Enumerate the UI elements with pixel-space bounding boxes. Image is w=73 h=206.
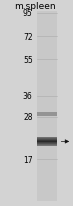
Text: 95: 95 [23,9,33,18]
FancyBboxPatch shape [37,137,57,138]
FancyBboxPatch shape [37,144,57,145]
Text: 17: 17 [23,155,33,164]
Text: 28: 28 [23,113,33,122]
FancyBboxPatch shape [37,145,57,146]
FancyBboxPatch shape [37,138,57,139]
Text: 55: 55 [23,56,33,65]
FancyBboxPatch shape [37,143,57,144]
FancyBboxPatch shape [37,139,57,140]
FancyBboxPatch shape [37,140,57,141]
Text: 72: 72 [23,33,33,42]
FancyBboxPatch shape [37,141,57,142]
Text: m.spleen: m.spleen [15,2,56,11]
FancyBboxPatch shape [37,142,57,143]
FancyBboxPatch shape [37,12,57,201]
FancyBboxPatch shape [37,112,57,117]
Text: 36: 36 [23,92,33,101]
